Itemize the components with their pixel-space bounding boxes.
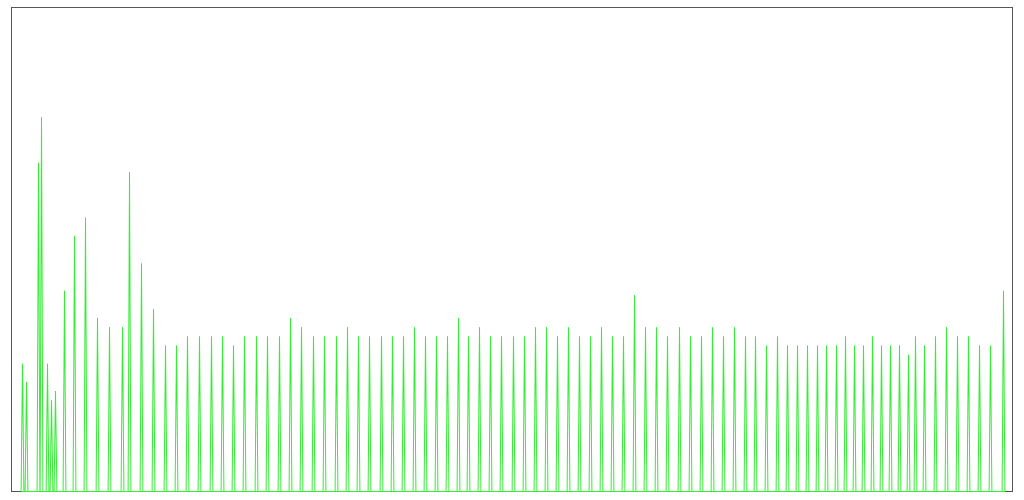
spike-41 [434,336,439,492]
spike-60 [643,327,648,492]
spike-73 [785,345,790,492]
spike-89 [933,336,938,492]
spike-94 [988,345,993,492]
spike-68 [732,327,737,492]
spike-42 [445,336,450,492]
spike-59 [632,295,637,492]
spike-19 [185,336,190,492]
spike-95 [1001,290,1006,492]
spike-61 [654,327,659,492]
spike-44 [466,336,471,492]
spike-36 [379,336,384,492]
spike-76 [815,345,820,492]
spike-88 [922,345,927,492]
spike-55 [588,336,593,492]
spike-33 [345,327,350,492]
spike-62 [665,336,670,492]
spike-47 [499,336,504,492]
spike-31 [322,336,327,492]
spike-54 [577,336,582,492]
series-group [20,117,1006,492]
spike-11 [95,317,100,492]
spike-34 [356,336,361,492]
spike-30 [311,336,316,492]
spike-15 [139,263,144,492]
spike-10 [83,217,88,492]
spike-50 [533,327,538,492]
spike-67 [721,336,726,492]
spike-1 [20,363,25,492]
spike-4 [39,117,44,492]
spike-21 [209,336,214,492]
spike-12 [107,327,112,492]
spike-71 [764,345,769,492]
spike-13 [120,327,125,492]
spike-28 [288,317,293,492]
spike-39 [412,327,417,492]
spike-69 [743,336,748,492]
spike-40 [423,336,428,492]
spike-22 [220,336,225,492]
spike-72 [775,336,780,492]
spike-56 [599,327,604,492]
spike-26 [265,336,270,492]
spike-80 [852,345,857,492]
spike-29 [299,327,304,492]
spike-77 [824,345,829,492]
spike-82 [870,336,875,492]
spike-27 [277,336,282,492]
spike-32 [334,336,339,492]
spike-52 [555,336,560,492]
spike-78 [834,345,839,492]
spike-57 [610,336,615,492]
spike-74 [795,345,800,492]
spike-53 [566,327,571,492]
spike-37 [390,336,395,492]
spike-48 [511,336,516,492]
spike-93 [977,345,982,492]
spike-91 [955,336,960,492]
spike-66 [710,327,715,492]
plot-frame [11,7,1013,492]
spike-17 [163,345,168,492]
spike-70 [753,336,758,492]
spike-18 [174,345,179,492]
spike-90 [944,327,949,492]
spike-45 [477,327,482,492]
spike-63 [677,327,682,492]
spike-9 [72,235,77,492]
spike-38 [401,336,406,492]
spike-85 [897,345,902,492]
spike-84 [888,345,893,492]
spike-2 [24,381,29,492]
spike-3 [36,162,41,492]
spike-46 [488,336,493,492]
spike-43 [456,317,461,492]
spike-25 [254,336,259,492]
spike-86 [906,354,911,492]
spike-16 [151,308,156,492]
spike-65 [699,336,704,492]
spike-6 [49,400,54,492]
spike-75 [805,345,810,492]
spike-64 [688,336,693,492]
spike-51 [544,327,549,492]
spike-81 [861,345,866,492]
spike-20 [197,336,202,492]
spike-8 [62,290,67,492]
spike-58 [621,336,626,492]
spike-35 [367,336,372,492]
spike-49 [522,336,527,492]
spike-87 [913,336,918,492]
spike-14 [127,171,132,492]
spike-24 [242,336,247,492]
spike-92 [966,336,971,492]
spike-5 [45,363,50,492]
spike-83 [879,345,884,492]
spike-7 [53,391,58,492]
spike-23 [231,345,236,492]
spike-79 [843,336,848,492]
